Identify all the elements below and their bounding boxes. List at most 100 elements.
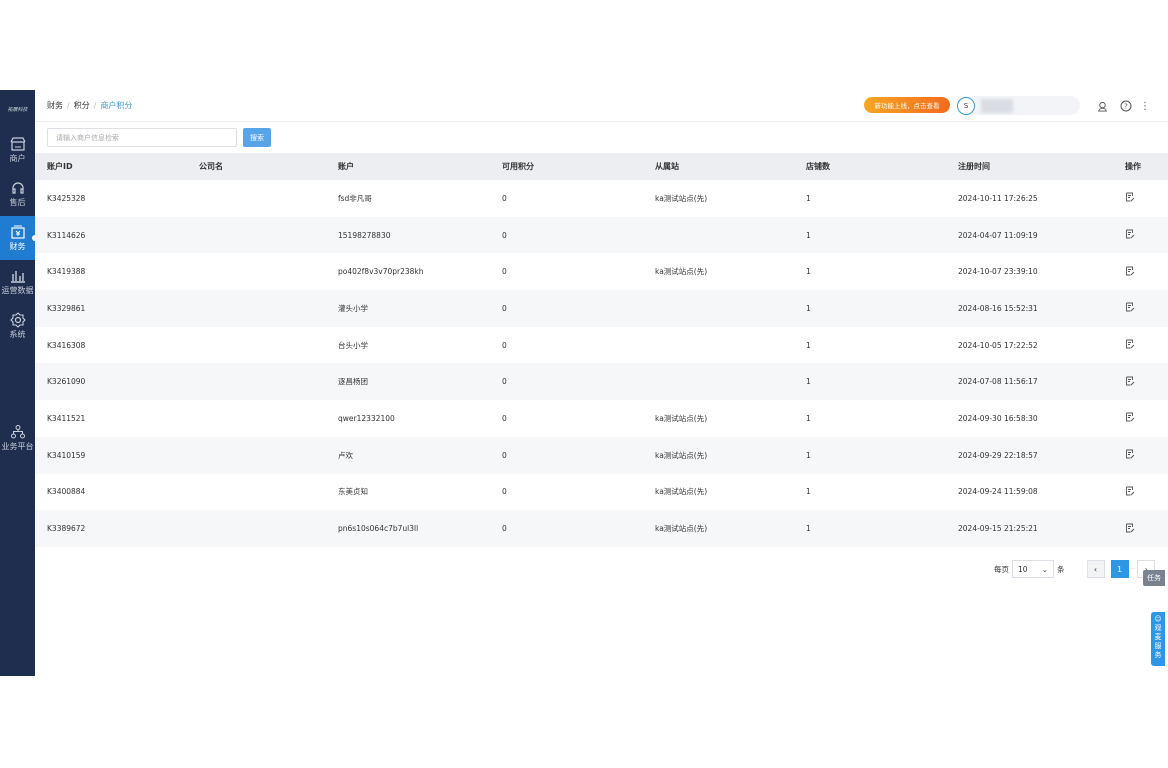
top-bar: 财务 / 积分 / 商户积分 新功能上线，点击查看 S ? ⋮ xyxy=(35,90,1168,122)
service-label-char: 务 xyxy=(1154,651,1162,659)
customer-service-button[interactable]: ☺ 观麦服务 xyxy=(1151,612,1165,666)
logo: 拓展科技 xyxy=(7,106,28,113)
sidebar-item-label: 售后 xyxy=(9,198,26,207)
column-header: 可用积分 xyxy=(502,162,534,171)
page-1-button[interactable]: 1 xyxy=(1110,560,1129,578)
sidebar-item-4[interactable]: 系统 xyxy=(0,304,35,348)
new-feature-button[interactable]: 新功能上线，点击查看 xyxy=(864,97,950,113)
service-label-char: 服 xyxy=(1154,642,1162,650)
table-row: K3416308 台头小学 0 1 2024-10-05 17:22:52 xyxy=(35,327,1168,364)
table-cell: K3261090 xyxy=(47,377,86,387)
table-row: K3114626 15198278830 0 1 2024-04-07 11:09:19 xyxy=(35,216,1168,254)
sitemap-icon xyxy=(10,425,25,439)
sidebar-item-3[interactable]: 运营数据 xyxy=(0,260,35,304)
table-cell: 东美贞知 xyxy=(338,487,368,497)
table-cell: 灌头小学 xyxy=(338,303,368,313)
column-header: 账户ID xyxy=(47,162,73,171)
page-size-select[interactable]: 10 ⌄ xyxy=(1012,560,1054,578)
table-cell: 0 xyxy=(502,340,507,350)
table-cell: K3410159 xyxy=(47,450,86,460)
sidebar-item-label: 业务平台 xyxy=(1,442,34,451)
edit-icon[interactable] xyxy=(1125,523,1135,535)
store-icon xyxy=(9,137,26,151)
table-header: 账户ID 公司名 账户 可用积分 从属站 店铺数 注册时间 操作 xyxy=(35,153,1168,180)
task-button[interactable]: 任务 xyxy=(1143,570,1165,586)
table-cell: 1 xyxy=(806,303,811,313)
column-header: 公司名 xyxy=(199,162,223,171)
table-cell: K3389672 xyxy=(47,524,86,534)
edit-icon[interactable] xyxy=(1125,412,1135,424)
main-content: 财务/积分/商户积分 新功能上线，点击查看 S ? ⋮ 搜索 账户ID 公司名 账户… xyxy=(35,90,1168,676)
table-cell: 0 xyxy=(502,303,507,313)
table-cell: qwer12332100 xyxy=(338,413,395,423)
breadcrumb-item[interactable]: 积分 xyxy=(73,101,90,110)
table-cell: K3411521 xyxy=(47,413,86,423)
chevron-down-icon: ⌄ xyxy=(1041,564,1048,574)
table-row: K3329861 灌头小学 0 1 2024-08-16 15:52:31 xyxy=(35,290,1168,327)
table-cell: 1 xyxy=(806,230,811,240)
table-cell: 0 xyxy=(502,230,507,240)
contact-icon[interactable] xyxy=(1095,99,1109,113)
edit-icon[interactable] xyxy=(1125,192,1135,204)
sidebar-item-5[interactable]: 业务平台 xyxy=(0,416,35,460)
table-cell: ka测试站点(先) xyxy=(655,524,708,534)
table-row: K3425328 fsd非凡哥 0 ka测试站点(先) 1 2024-10-11 17:2… xyxy=(35,180,1168,217)
table-cell: ka测试站点(先) xyxy=(655,450,708,460)
edit-icon[interactable] xyxy=(1125,339,1135,351)
table-cell: 2024-09-24 11:59:08 xyxy=(958,487,1038,497)
username-redacted xyxy=(981,98,1013,113)
table-row: K3400884 东美贞知 0 ka测试站点(先) 1 2024-09-24 11:59:… xyxy=(35,474,1168,511)
table-cell: 1 xyxy=(806,377,811,387)
more-icon[interactable]: ⋮ xyxy=(1140,100,1150,112)
table-cell: K3416308 xyxy=(47,340,86,350)
sidebar-item-1[interactable]: 售后 xyxy=(0,172,35,216)
help-icon[interactable]: ? xyxy=(1119,99,1133,113)
edit-icon[interactable] xyxy=(1125,229,1135,241)
table-cell: ka测试站点(先) xyxy=(655,193,708,203)
edit-icon[interactable] xyxy=(1125,266,1135,278)
table-cell: fsd非凡哥 xyxy=(338,193,372,203)
sidebar-item-0[interactable]: 商户 xyxy=(0,128,35,172)
search-input[interactable] xyxy=(47,128,237,147)
table-cell: 逐昌杨团 xyxy=(338,377,368,387)
table-cell: ka测试站点(先) xyxy=(655,267,708,277)
page-size-value: 10 xyxy=(1018,564,1028,574)
table-cell: ka测试站点(先) xyxy=(655,487,708,497)
table-cell: 2024-10-11 17:26:25 xyxy=(958,193,1038,203)
service-label-char: 观 xyxy=(1154,624,1162,632)
avatar: S xyxy=(957,96,975,115)
table-row: K3411521 qwer12332100 0 ka测试站点(先) 1 2024-09-3… xyxy=(35,400,1168,437)
column-header: 注册时间 xyxy=(958,162,990,171)
pagination: 每页 10 ⌄ 条 ‹ 1 ··· › xyxy=(994,560,1156,578)
sidebar-item-label: 运营数据 xyxy=(1,286,34,295)
sidebar-item-2[interactable]: 财务 xyxy=(0,216,38,260)
user-menu[interactable]: S xyxy=(957,96,1080,115)
edit-icon[interactable] xyxy=(1125,302,1135,314)
breadcrumb-item[interactable]: 财务 xyxy=(47,101,63,110)
edit-icon[interactable] xyxy=(1125,486,1135,498)
svg-text:?: ? xyxy=(1124,103,1128,111)
bar-chart-icon xyxy=(10,271,25,283)
table-cell: K3329861 xyxy=(47,303,86,313)
table-cell: 2024-10-05 17:22:52 xyxy=(958,340,1038,350)
sidebar: 拓展科技 商户售后财务运营数据系统业务平台 xyxy=(0,90,38,676)
table-cell: 2024-04-07 11:09:19 xyxy=(958,230,1038,240)
table-cell: 0 xyxy=(502,487,507,497)
table-cell: 0 xyxy=(502,413,507,423)
table-cell: 卢欢 xyxy=(338,450,353,460)
edit-icon[interactable] xyxy=(1125,376,1135,388)
headset-icon xyxy=(11,182,24,194)
per-page-label: 每页 xyxy=(994,564,1009,574)
column-header: 从属站 xyxy=(655,162,679,171)
sidebar-item-label: 财务 xyxy=(9,242,26,251)
table-cell: K3419388 xyxy=(47,267,86,277)
table-cell: 2024-07-08 11:56:17 xyxy=(958,377,1038,387)
edit-icon[interactable] xyxy=(1125,449,1135,461)
merchant-points-table: 账户ID 公司名 账户 可用积分 从属站 店铺数 注册时间 操作 K3425328 fsd非凡哥 0… xyxy=(35,153,1168,547)
prev-page-button[interactable]: ‹ xyxy=(1086,560,1105,578)
table-cell: 1 xyxy=(806,487,811,497)
table-cell: 0 xyxy=(502,450,507,460)
table-cell: 2024-09-29 22:18:57 xyxy=(958,450,1038,460)
column-header: 账户 xyxy=(338,162,354,171)
search-button[interactable]: 搜索 xyxy=(243,128,271,147)
